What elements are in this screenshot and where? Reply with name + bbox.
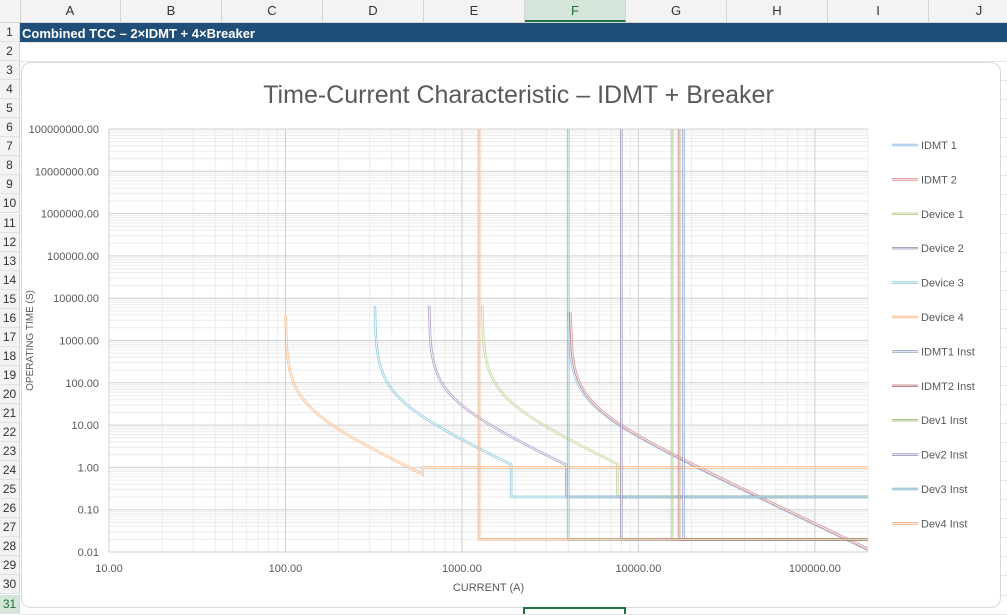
y-tick-label: 10000.00	[53, 293, 99, 305]
row-header-17[interactable]: 17	[0, 327, 20, 347]
row-header-6[interactable]: 6	[0, 118, 20, 138]
column-header-h[interactable]: H	[727, 0, 828, 22]
series-line-core-idmt-2	[569, 312, 868, 550]
row-gridline	[20, 61, 1007, 63]
row-header-5[interactable]: 5	[0, 99, 20, 119]
y-tick-label: 10.00	[71, 420, 99, 432]
row-header-14[interactable]: 14	[0, 270, 20, 290]
row-header-24[interactable]: 24	[0, 461, 20, 481]
column-header-b[interactable]: B	[121, 0, 222, 22]
row-header-4[interactable]: 4	[0, 80, 20, 100]
row-header-30[interactable]: 30	[0, 575, 20, 595]
series-line-core-device-2	[428, 305, 868, 498]
legend-label-dev2-inst: Dev2 Inst	[921, 450, 967, 462]
row-header-20[interactable]: 20	[0, 384, 20, 404]
series-line-core-dev1-inst	[671, 129, 868, 540]
row-header-16[interactable]: 16	[0, 308, 20, 328]
series-line-core-device-3	[374, 305, 868, 498]
selected-cell-f31[interactable]	[523, 607, 626, 614]
column-header-g[interactable]: G	[626, 0, 727, 22]
y-tick-label: 100.00	[65, 378, 99, 390]
y-tick-label: 10000000.00	[35, 166, 99, 178]
a1-title-band[interactable]	[20, 23, 1007, 43]
series-line-idmt2-inst	[677, 129, 868, 541]
y-tick-label: 1.00	[78, 462, 99, 474]
column-header-f[interactable]: F	[525, 0, 626, 22]
row-header-13[interactable]: 13	[0, 251, 20, 271]
row-header-27[interactable]: 27	[0, 518, 20, 538]
row-header-18[interactable]: 18	[0, 346, 20, 366]
row-header-2[interactable]: 2	[0, 42, 20, 62]
chart-area[interactable]: Time-Current Characteristic – IDMT + Bre…	[21, 62, 1001, 608]
y-tick-label: 0.01	[78, 547, 99, 559]
legend-label-idmt1-inst: IDMT1 Inst	[921, 346, 975, 358]
row-header-25[interactable]: 25	[0, 480, 20, 500]
column-header-i[interactable]: I	[828, 0, 929, 22]
row-header-21[interactable]: 21	[0, 404, 20, 424]
legend-label-idmt-1: IDMT 1	[921, 140, 957, 152]
y-tick-label: 100000000.00	[29, 124, 99, 136]
column-header-j[interactable]: J	[929, 0, 1007, 22]
x-tick-label: 10000.00	[615, 563, 661, 575]
row-header-7[interactable]: 7	[0, 137, 20, 157]
y-tick-label: 100000.00	[47, 251, 99, 263]
series-line-device-4	[284, 315, 868, 477]
legend-label-dev1-inst: Dev1 Inst	[921, 415, 967, 427]
legend-label-device-4: Device 4	[921, 312, 964, 324]
y-tick-label: 1000000.00	[41, 209, 99, 221]
row-header-26[interactable]: 26	[0, 499, 20, 519]
column-header-c[interactable]: C	[222, 0, 323, 22]
y-tick-label: 0.10	[78, 505, 99, 517]
series-line-core-dev4-inst	[478, 129, 868, 540]
row-header-15[interactable]: 15	[0, 289, 20, 309]
y-tick-label: 1000.00	[59, 336, 99, 348]
row-header-11[interactable]: 11	[0, 213, 20, 233]
chart-title: Time-Current Characteristic – IDMT + Bre…	[263, 81, 774, 109]
y-axis-label: OPERATING TIME (S)	[25, 290, 36, 391]
column-header-d[interactable]: D	[323, 0, 424, 22]
row-header-23[interactable]: 23	[0, 442, 20, 462]
x-tick-label: 10.00	[95, 563, 123, 575]
legend-label-dev4-inst: Dev4 Inst	[921, 518, 967, 530]
select-all-corner[interactable]	[0, 0, 21, 22]
row-header-9[interactable]: 9	[0, 175, 20, 195]
x-tick-label: 100000.00	[789, 563, 841, 575]
cell-a1[interactable]: Combined TCC – 2×IDMT + 4×Breaker	[22, 26, 255, 41]
legend-label-device-3: Device 3	[921, 278, 964, 290]
series-line-core-device-4	[285, 315, 868, 475]
series-line-core-idmt2-inst	[678, 129, 868, 540]
row-gridline	[20, 42, 1007, 44]
series-line-core-device-1	[481, 305, 868, 498]
row-header-28[interactable]: 28	[0, 537, 20, 557]
series-line-dev4-inst	[477, 129, 868, 541]
legend-label-idmt-2: IDMT 2	[921, 174, 957, 186]
legend-label-idmt2-inst: IDMT2 Inst	[921, 381, 975, 393]
legend-label-device-2: Device 2	[921, 243, 964, 255]
row-header-31[interactable]: 31	[0, 594, 20, 614]
row-header-10[interactable]: 10	[0, 194, 20, 214]
column-header-e[interactable]: E	[424, 0, 525, 22]
row-header-3[interactable]: 3	[0, 61, 20, 81]
x-axis-label: CURRENT (A)	[453, 582, 524, 594]
x-tick-label: 100.00	[269, 563, 303, 575]
row-header-1[interactable]: 1	[0, 23, 20, 43]
series-line-dev1-inst	[670, 129, 868, 541]
tcc-chart: Time-Current Characteristic – IDMT + Bre…	[25, 81, 975, 594]
legend-label-dev3-inst: Dev3 Inst	[921, 484, 967, 496]
row-header-22[interactable]: 22	[0, 423, 20, 443]
column-header-a[interactable]: A	[20, 0, 121, 22]
row-header-8[interactable]: 8	[0, 156, 20, 176]
row-header-19[interactable]: 19	[0, 365, 20, 385]
row-header-12[interactable]: 12	[0, 232, 20, 252]
row-header-29[interactable]: 29	[0, 556, 20, 576]
x-tick-label: 1000.00	[442, 563, 482, 575]
legend-label-device-1: Device 1	[921, 209, 964, 221]
